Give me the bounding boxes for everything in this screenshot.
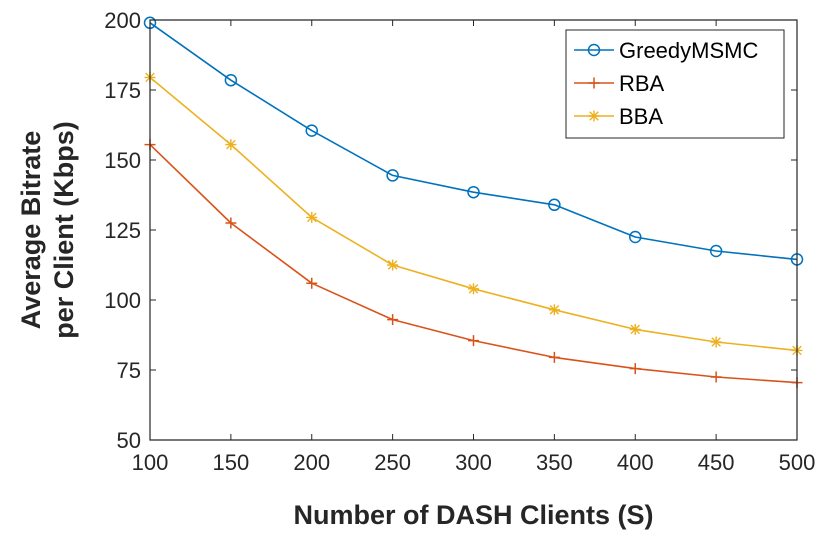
point-bba-200 xyxy=(306,211,318,223)
legend-label-greedymsmc: GreedyMSMC xyxy=(619,38,758,63)
point-greedymsmc-400 xyxy=(629,230,642,244)
x-tick-label-200: 200 xyxy=(293,450,330,475)
legend-entry-bba: BBA xyxy=(574,104,663,129)
point-rba-200 xyxy=(306,277,318,289)
x-tick-label-150: 150 xyxy=(213,450,250,475)
series-line-greedymsmc xyxy=(149,22,798,261)
point-rba-250 xyxy=(387,314,399,326)
y-tick-label-125: 125 xyxy=(104,218,141,243)
y-axis-title-line-1: Average Bitrate xyxy=(16,131,46,330)
y-tick-label-175: 175 xyxy=(104,78,141,103)
legend-marker-bba xyxy=(588,110,600,122)
y-tick-label-150: 150 xyxy=(104,148,141,173)
legend: GreedyMSMC RBA BBA xyxy=(565,29,785,139)
legend-entry-rba: RBA xyxy=(574,71,665,96)
x-tick-label-500: 500 xyxy=(779,450,816,475)
point-greedymsmc-300 xyxy=(467,185,480,199)
point-bba-450 xyxy=(710,336,722,348)
point-greedymsmc-200 xyxy=(305,124,318,137)
point-rba-400 xyxy=(629,363,641,375)
point-bba-150 xyxy=(225,139,237,151)
legend-marker-greedymsmc xyxy=(587,43,601,57)
x-axis-title: Number of DASH Clients (S) xyxy=(293,500,653,530)
point-rba-350 xyxy=(548,351,560,363)
point-greedymsmc-350 xyxy=(548,198,561,212)
point-greedymsmc-150 xyxy=(224,73,238,87)
legend-box xyxy=(565,29,785,139)
x-tick-label-300: 300 xyxy=(455,450,492,475)
y-tick-label-200: 200 xyxy=(104,8,141,33)
point-greedymsmc-450 xyxy=(709,244,723,258)
y-tick-label-75: 75 xyxy=(117,358,141,383)
legend-label-bba: BBA xyxy=(619,104,663,129)
legend-marker-rba xyxy=(588,77,600,89)
legend-entry-greedymsmc: GreedyMSMC xyxy=(574,38,758,63)
y-axis-title-line-2: per Client (Kbps) xyxy=(49,121,79,339)
legend-label-rba: RBA xyxy=(619,71,665,96)
x-tick-label-250: 250 xyxy=(374,450,411,475)
point-bba-400 xyxy=(629,323,641,335)
point-bba-250 xyxy=(387,259,399,271)
point-rba-450 xyxy=(710,371,722,383)
point-rba-150 xyxy=(225,217,237,229)
plot-box xyxy=(149,19,798,441)
x-tick-label-450: 450 xyxy=(698,450,735,475)
y-tick-label-100: 100 xyxy=(104,288,141,313)
x-tick-label-100: 100 xyxy=(132,450,169,475)
point-rba-300 xyxy=(468,335,479,347)
point-bba-350 xyxy=(548,304,560,316)
series-greedymsmc xyxy=(143,16,804,266)
point-bba-300 xyxy=(468,283,479,295)
y-tick-label-50: 50 xyxy=(117,428,141,453)
y-axis-title: Average Bitrate per Client (Kbps) xyxy=(16,121,79,339)
x-tick-label-400: 400 xyxy=(617,450,654,475)
x-tick-label-350: 350 xyxy=(536,450,573,475)
point-greedymsmc-250 xyxy=(386,169,399,182)
